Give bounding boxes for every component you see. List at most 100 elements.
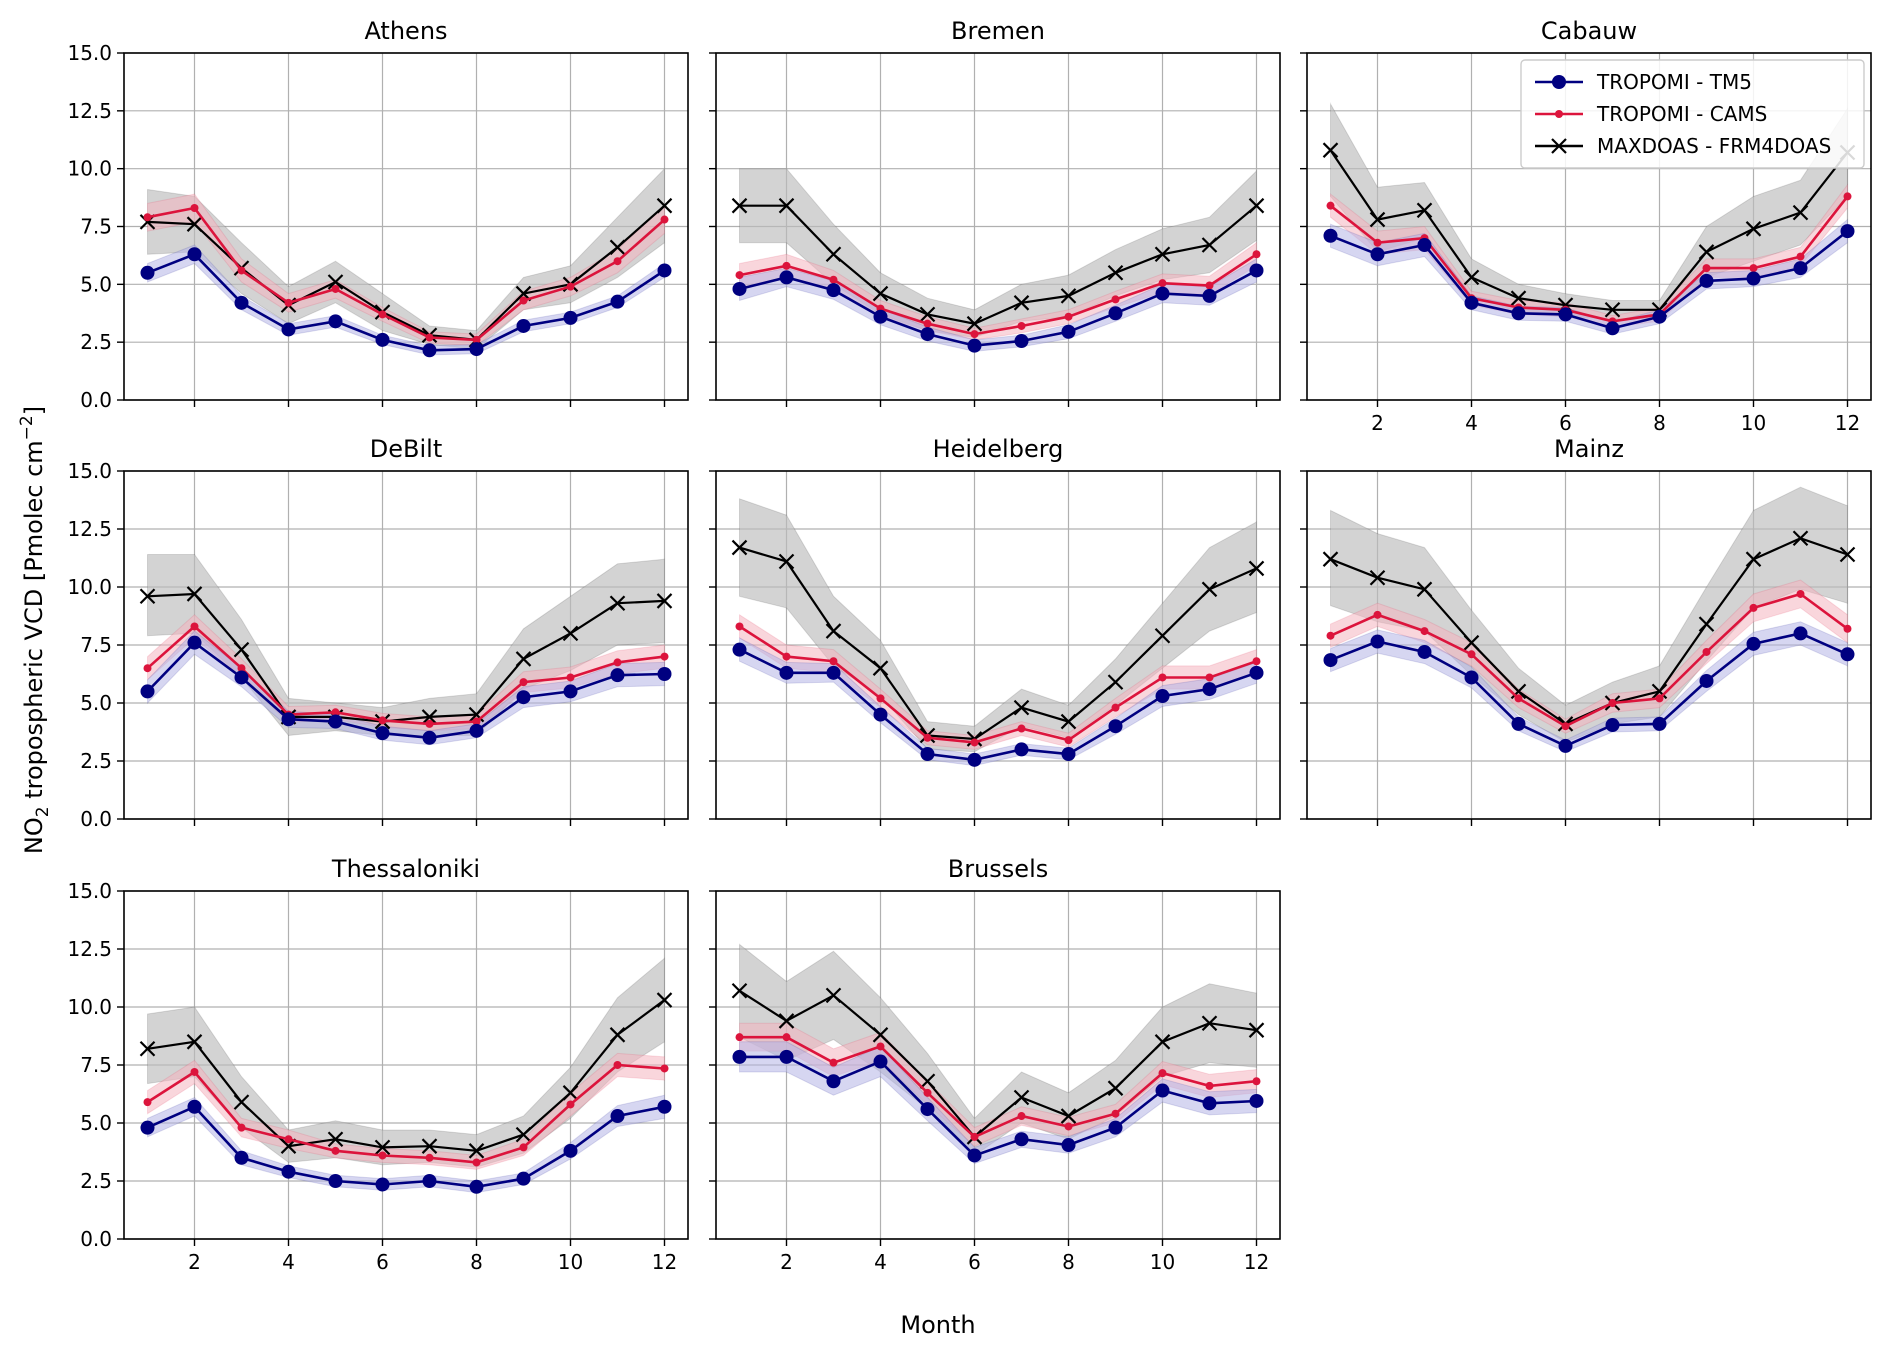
data-point <box>1108 719 1123 734</box>
data-point <box>140 684 155 699</box>
data-point <box>281 712 296 727</box>
data-point <box>233 641 250 658</box>
marker-stroke <box>731 982 748 999</box>
y-tick-label: 5.0 <box>80 691 112 715</box>
marker-stroke <box>421 1138 438 1154</box>
series-line <box>739 269 1258 347</box>
marker-stroke <box>1416 581 1433 598</box>
series-line <box>1329 195 1849 323</box>
data-point <box>1745 221 1762 237</box>
grid <box>716 470 1280 820</box>
data-point <box>1369 211 1386 228</box>
data-point <box>660 215 669 224</box>
panel-cabauw: 2 4 6 8 10 12 Cabauw <box>1300 17 1872 435</box>
data-point <box>469 1179 484 1194</box>
data-point <box>872 1027 889 1043</box>
y-tick-label: 7.5 <box>80 633 112 657</box>
data-point <box>1702 264 1711 273</box>
data-point <box>519 296 528 305</box>
panel-title: DeBilt <box>370 435 442 463</box>
series-line <box>738 648 1257 762</box>
marker-stroke <box>1248 1022 1265 1038</box>
marker-stroke <box>825 987 842 1004</box>
data-point <box>139 1040 156 1057</box>
data-point <box>613 257 622 266</box>
series-line <box>739 1035 1257 1139</box>
marker-stroke <box>1060 1108 1077 1124</box>
data-point <box>779 270 794 285</box>
data-point <box>566 673 575 682</box>
x-tick-label: 8 <box>1653 411 1666 435</box>
data-point <box>1060 288 1077 304</box>
data-point <box>1793 626 1808 641</box>
y-axis-label-end: ] <box>20 406 48 415</box>
data-point <box>563 310 578 325</box>
panel-thessaloniki: 0.0 2.5 5.0 7.5 10.0 12.5 15.0 2 4 6 8 10 12 Thessalo… <box>67 855 689 1274</box>
data-point <box>778 197 795 214</box>
y-axis-label-main: NO <box>20 817 48 854</box>
data-point <box>1467 650 1476 659</box>
marker-stroke <box>1107 264 1124 281</box>
marker-stroke <box>1510 290 1527 306</box>
data-point <box>1248 1022 1265 1038</box>
data-point <box>1202 288 1217 303</box>
marker-stroke <box>1698 616 1715 632</box>
marker-stroke <box>1013 295 1030 311</box>
data-point <box>187 1099 202 1114</box>
data-point <box>1652 309 1667 324</box>
data-point <box>657 667 672 681</box>
data-point <box>237 1123 246 1132</box>
data-point <box>1201 237 1218 253</box>
data-point <box>1158 673 1167 682</box>
data-point <box>829 275 838 284</box>
data-point <box>610 294 625 309</box>
legend-label: TROPOMI - TM5 <box>1596 70 1752 94</box>
marker-stroke <box>1745 551 1762 567</box>
panel-title: Thessaloniki <box>331 855 480 883</box>
data-point <box>1605 321 1620 336</box>
data-point <box>826 665 841 680</box>
data-point <box>782 1033 791 1042</box>
data-point <box>779 665 794 680</box>
data-point <box>1154 246 1171 263</box>
data-point <box>1463 269 1480 286</box>
x-axis-label: Month <box>900 1311 975 1339</box>
data-point <box>374 1139 391 1156</box>
legend-label: MAXDOAS - FRM4DOAS <box>1597 134 1831 158</box>
marker-stroke <box>1248 197 1265 214</box>
data-point <box>1154 627 1171 644</box>
data-point <box>826 1074 841 1089</box>
data-point <box>1792 204 1809 221</box>
data-point <box>469 723 484 738</box>
data-point <box>967 338 982 353</box>
data-point <box>284 298 293 307</box>
data-point <box>829 1058 838 1067</box>
data-point <box>660 652 669 661</box>
data-point <box>1205 1081 1214 1090</box>
legend-marker <box>1551 138 1567 154</box>
data-point <box>1416 581 1433 598</box>
data-point <box>876 694 885 703</box>
legend-marker <box>1555 110 1563 118</box>
marker-stroke <box>825 246 842 263</box>
y-tick-label: 0.0 <box>80 807 112 831</box>
series-line <box>739 546 1257 741</box>
data-point <box>610 668 625 683</box>
y-tick-label: 10.0 <box>67 157 112 181</box>
x-tick-label: 10 <box>1741 411 1766 435</box>
data-point <box>472 717 481 726</box>
y-tick-label: 2.5 <box>80 749 112 773</box>
data-point <box>566 282 575 291</box>
data-point <box>731 197 748 214</box>
data-point <box>1249 665 1264 680</box>
panel-title: Heidelberg <box>933 435 1064 463</box>
data-point <box>920 747 935 762</box>
marker-stroke <box>778 1013 795 1029</box>
data-point <box>233 1094 250 1110</box>
marker-stroke <box>562 625 579 642</box>
data-point <box>328 1174 343 1188</box>
data-point <box>1252 250 1261 259</box>
data-point <box>826 283 841 298</box>
data-point <box>237 664 246 673</box>
x-tick-label: 6 <box>968 1250 981 1274</box>
